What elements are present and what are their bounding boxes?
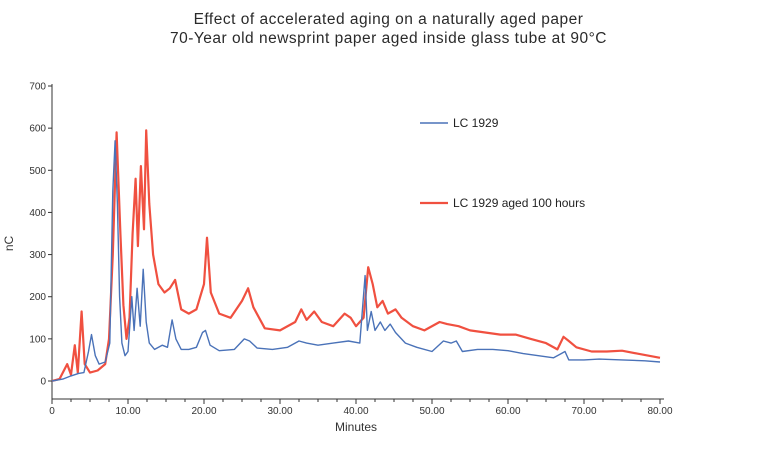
x-tick-label: 10.00 xyxy=(115,406,140,417)
x-tick-label: 70.00 xyxy=(571,406,596,417)
y-tick-label: 600 xyxy=(29,124,46,135)
series-line-1 xyxy=(52,141,660,381)
x-tick-label: 50.00 xyxy=(419,406,444,417)
y-axis-label: nC xyxy=(2,235,16,251)
x-tick-label: 40.00 xyxy=(343,406,368,417)
x-tick-label: 20.00 xyxy=(191,406,216,417)
y-tick-label: 300 xyxy=(29,250,46,261)
chart-axes: 0 100 200 300 400 500 600 700 0 10.00 20.00 30.00 40… xyxy=(29,82,673,418)
x-tick-label: 30.00 xyxy=(267,406,292,417)
x-tick-label: 0 xyxy=(49,406,55,417)
legend-label-2: LC 1929 aged 100 hours xyxy=(453,196,585,210)
y-tick-label: 100 xyxy=(29,334,46,345)
chart-series-layer xyxy=(52,130,660,381)
x-tick-label: 80.00 xyxy=(647,406,672,417)
x-tick-label: 60.00 xyxy=(495,406,520,417)
x-axis-label: Minutes xyxy=(335,420,377,434)
y-tick-label: 500 xyxy=(29,166,46,177)
y-tick-label: 200 xyxy=(29,292,46,303)
y-tick-label: 400 xyxy=(29,208,46,219)
y-tick-label: 0 xyxy=(40,377,46,388)
chart-legend: LC 1929 LC 1929 aged 100 hours xyxy=(420,116,585,210)
series-line-2 xyxy=(52,130,660,381)
legend-label-1: LC 1929 xyxy=(453,116,499,130)
y-tick-label: 700 xyxy=(29,82,46,93)
